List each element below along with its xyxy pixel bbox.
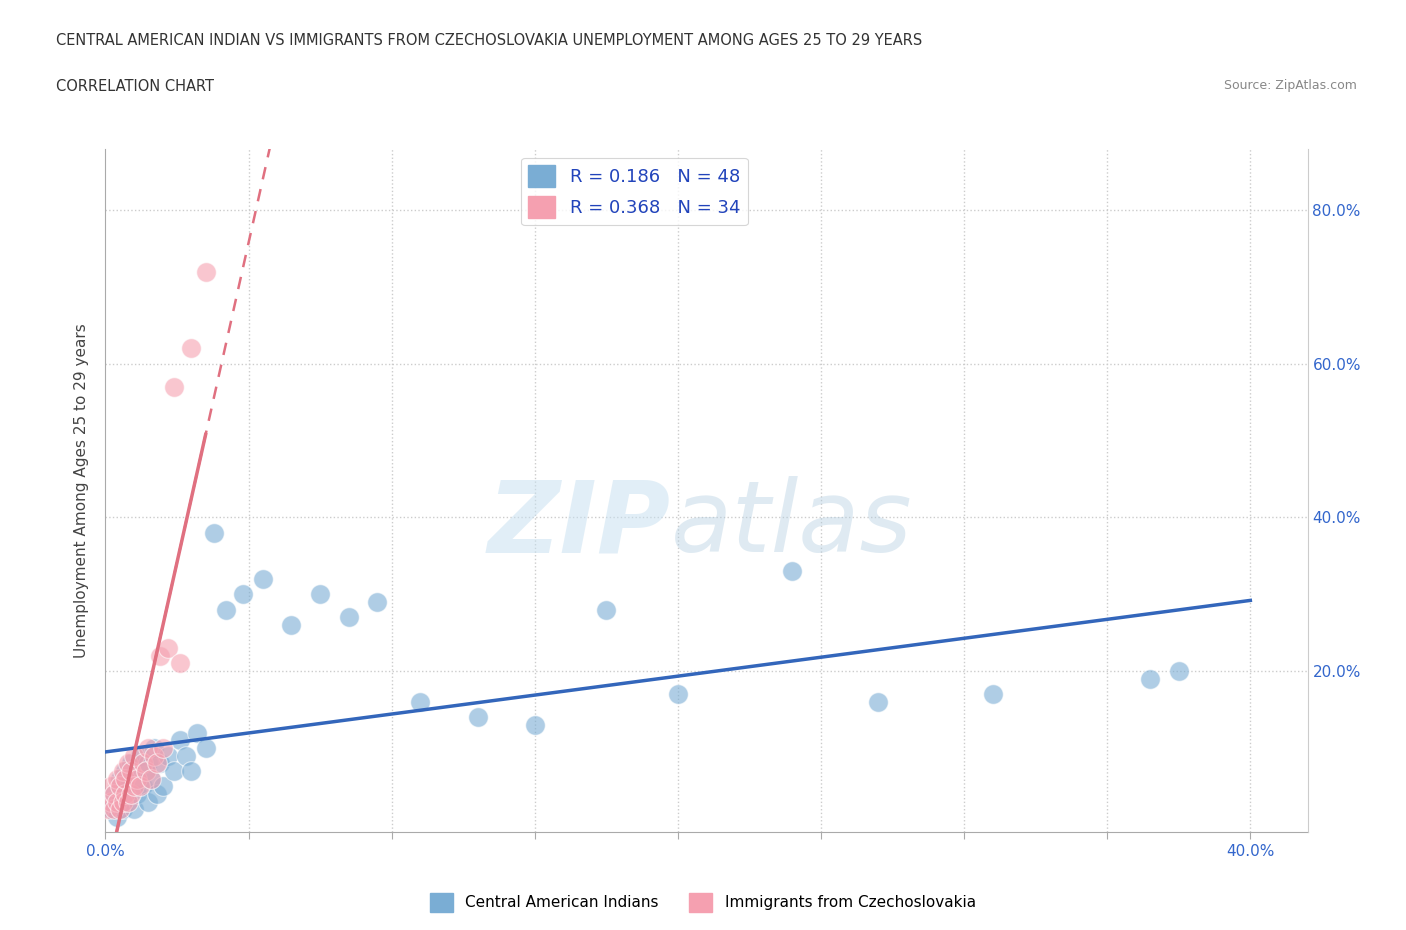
Point [141,771,163,786]
Point [232,587,254,602]
Point [666,686,689,701]
Legend: Central American Indians, Immigrants from Czechoslovakia: Central American Indians, Immigrants fro… [425,887,981,918]
Point [103,787,125,802]
Point [409,695,432,710]
Point [131,756,153,771]
Point [143,748,166,763]
Point [108,794,131,809]
Point [114,778,136,793]
Point [138,756,160,771]
Point [163,764,186,778]
Point [135,764,157,778]
Point [152,778,174,793]
Point [214,603,236,618]
Point [169,733,191,748]
Point [105,794,128,809]
Point [180,341,202,356]
Point [146,787,169,802]
Point [111,764,134,778]
Point [141,771,163,786]
Point [595,603,617,618]
Point [128,778,150,793]
Text: Source: ZipAtlas.com: Source: ZipAtlas.com [1223,79,1357,92]
Point [1167,664,1189,679]
Point [309,587,332,602]
Point [149,756,172,771]
Point [108,771,131,786]
Legend: R = 0.186   N = 48, R = 0.368   N = 34: R = 0.186 N = 48, R = 0.368 N = 34 [522,158,748,225]
Point [143,740,166,755]
Point [202,525,225,540]
Point [108,778,131,793]
Text: CORRELATION CHART: CORRELATION CHART [56,79,214,94]
Point [186,725,208,740]
Point [366,594,388,609]
Point [105,771,128,786]
Point [194,264,217,279]
Point [149,648,172,663]
Point [122,778,145,793]
Text: atlas: atlas [671,476,912,573]
Point [180,764,202,778]
Point [163,379,186,394]
Point [135,764,157,778]
Point [120,764,142,778]
Point [131,778,153,793]
Point [981,686,1004,701]
Point [120,756,142,771]
Point [152,740,174,755]
Point [125,771,148,786]
Point [128,748,150,763]
Point [100,802,122,817]
Point [138,794,160,809]
Point [111,794,134,809]
Point [252,571,274,586]
Point [125,787,148,802]
Point [194,740,217,755]
Point [114,787,136,802]
Point [868,695,890,710]
Point [138,740,160,755]
Point [97,802,120,817]
Point [782,564,804,578]
Point [157,641,180,656]
Point [114,764,136,778]
Point [103,787,125,802]
Point [467,710,489,724]
Text: ZIP: ZIP [488,476,671,573]
Point [108,802,131,817]
Point [105,809,128,824]
Point [146,756,169,771]
Point [174,748,197,763]
Point [114,771,136,786]
Y-axis label: Unemployment Among Ages 25 to 29 years: Unemployment Among Ages 25 to 29 years [75,324,90,658]
Point [157,748,180,763]
Point [117,756,139,771]
Point [1139,671,1161,686]
Point [100,778,122,793]
Point [169,656,191,671]
Point [117,794,139,809]
Point [523,717,546,732]
Text: CENTRAL AMERICAN INDIAN VS IMMIGRANTS FROM CZECHOSLOVAKIA UNEMPLOYMENT AMONG AGE: CENTRAL AMERICAN INDIAN VS IMMIGRANTS FR… [56,33,922,47]
Point [280,618,302,632]
Point [103,802,125,817]
Point [111,802,134,817]
Point [122,802,145,817]
Point [122,748,145,763]
Point [117,794,139,809]
Point [120,787,142,802]
Point [337,610,360,625]
Point [122,771,145,786]
Point [100,794,122,809]
